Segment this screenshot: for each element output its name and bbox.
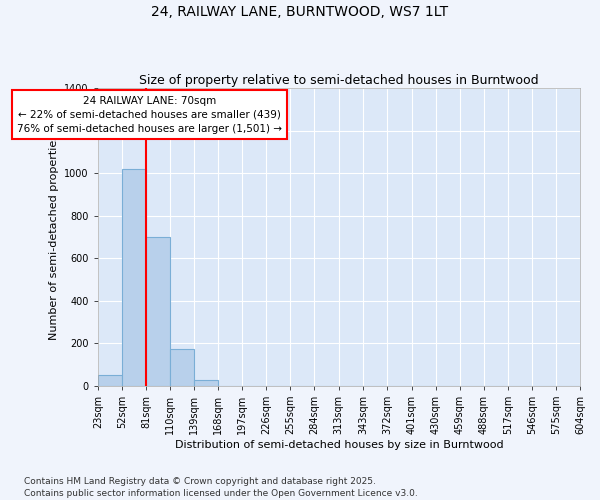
Bar (122, 169, 146, 386)
Title: Size of property relative to semi-detached houses in Burntwood: Size of property relative to semi-detach… (139, 74, 539, 87)
Bar (194, 380, 218, 386)
Text: Contains HM Land Registry data © Crown copyright and database right 2025.
Contai: Contains HM Land Registry data © Crown c… (24, 476, 418, 498)
Bar (170, 348, 194, 386)
X-axis label: Distribution of semi-detached houses by size in Burntwood: Distribution of semi-detached houses by … (175, 440, 503, 450)
Bar (146, 237, 170, 386)
Text: 24 RAILWAY LANE: 70sqm
← 22% of semi-detached houses are smaller (439)
76% of se: 24 RAILWAY LANE: 70sqm ← 22% of semi-det… (17, 96, 282, 134)
Text: 24, RAILWAY LANE, BURNTWOOD, WS7 1LT: 24, RAILWAY LANE, BURNTWOOD, WS7 1LT (151, 5, 449, 19)
Bar (98, 376, 122, 386)
Y-axis label: Number of semi-detached properties: Number of semi-detached properties (49, 134, 59, 340)
